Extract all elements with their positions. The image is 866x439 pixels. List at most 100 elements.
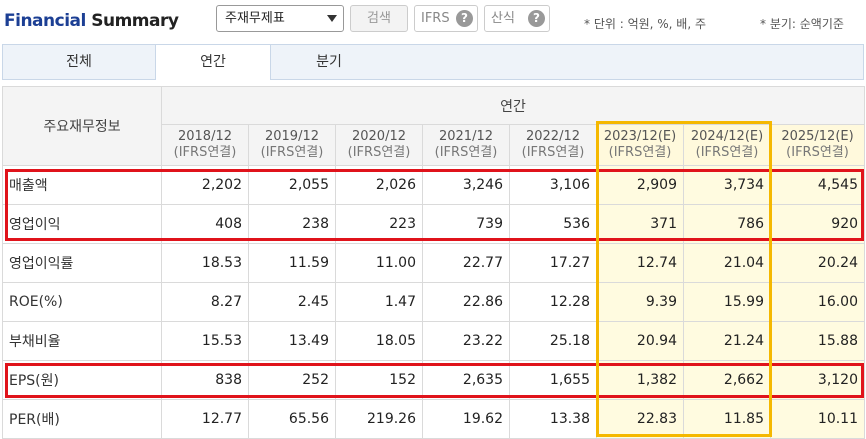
table-cell: 4,545 <box>769 165 866 205</box>
row-label: 영업이익률 <box>2 243 162 283</box>
table-cell: 19.62 <box>422 399 510 439</box>
table-cell: 2,202 <box>161 165 249 205</box>
column-basis: (IFRS연결) <box>786 145 849 160</box>
table-cell: 2,662 <box>683 360 771 400</box>
column-period: 2020/12 <box>351 129 406 144</box>
table-row: PER(배) 12.77 65.56 219.26 19.62 13.38 22.83 11.… <box>2 399 866 439</box>
column-header: 2019/12 (IFRS연결) <box>248 124 336 166</box>
table-cell: 1,382 <box>596 360 684 400</box>
column-period: 2022/12 <box>525 129 580 144</box>
column-basis: (IFRS연결) <box>608 145 672 160</box>
column-basis: (IFRS연결) <box>260 145 324 160</box>
table-cell: 12.77 <box>161 399 249 439</box>
quarter-basis-note: * 분기: 순액기준 <box>760 17 844 31</box>
column-basis: (IFRS연결) <box>521 145 585 160</box>
table-cell: 9.39 <box>596 282 684 322</box>
table-cell: 15.53 <box>161 321 249 361</box>
financial-summary-header: Financial Summary 주재무제표 검색 IFRS ? 산식 ? *… <box>0 0 866 44</box>
column-header: 2022/12 (IFRS연결) <box>509 124 597 166</box>
table-corner-header: 주요재무정보 <box>2 86 162 166</box>
table-cell: 2,026 <box>335 165 423 205</box>
table-row: 부채비율 15.53 13.49 18.05 23.22 25.18 20.94 21.24 1… <box>2 321 866 361</box>
column-header: 2018/12 (IFRS연결) <box>161 124 249 166</box>
table-cell: 20.24 <box>769 243 866 283</box>
table-cell: 12.74 <box>596 243 684 283</box>
tab-all[interactable]: 전체 <box>66 54 92 70</box>
table-cell: 2,055 <box>248 165 336 205</box>
column-header: 2024/12(E) (IFRS연결) <box>683 124 771 166</box>
table-cell: 15.99 <box>683 282 771 322</box>
column-period: 2021/12 <box>438 129 493 144</box>
table-cell: 536 <box>509 204 597 244</box>
table-cell: 223 <box>335 204 423 244</box>
ifrs-label: IFRS <box>421 11 450 26</box>
annual-group-header: 연간 <box>160 86 866 125</box>
question-icon: ? <box>456 10 473 27</box>
table-cell: 920 <box>769 204 866 244</box>
row-label: PER(배) <box>2 399 162 439</box>
ifrs-help-button[interactable]: IFRS ? <box>414 5 478 32</box>
table-cell: 408 <box>161 204 249 244</box>
column-header: 2020/12 (IFRS연결) <box>335 124 423 166</box>
statement-type-select-value: 주재무제표 <box>225 11 285 26</box>
row-label: ROE(%) <box>2 282 162 322</box>
table-row: ROE(%) 8.27 2.45 1.47 22.86 12.28 9.39 15.99 16.… <box>2 282 866 322</box>
question-icon: ? <box>528 10 545 27</box>
table-cell: 15.88 <box>769 321 866 361</box>
column-basis: (IFRS연결) <box>173 145 237 160</box>
table-cell: 22.83 <box>596 399 684 439</box>
statement-type-select[interactable]: 주재무제표 <box>216 5 344 32</box>
table-row: EPS(원) 838 252 152 2,635 1,655 1,382 2,662 3,120 <box>2 360 866 400</box>
column-basis: (IFRS연결) <box>434 145 498 160</box>
page-title-financial: Financial <box>4 11 86 31</box>
table-cell: 1,655 <box>509 360 597 400</box>
search-button[interactable]: 검색 <box>350 5 408 32</box>
row-label: 매출액 <box>2 165 162 205</box>
table-cell: 23.22 <box>422 321 510 361</box>
column-basis: (IFRS연결) <box>347 145 411 160</box>
table-cell: 252 <box>248 360 336 400</box>
table-cell: 8.27 <box>161 282 249 322</box>
table-cell: 25.18 <box>509 321 597 361</box>
table-cell: 11.00 <box>335 243 423 283</box>
column-period: 2019/12 <box>264 129 319 144</box>
table-cell: 3,246 <box>422 165 510 205</box>
table-cell: 2.45 <box>248 282 336 322</box>
table-cell: 65.56 <box>248 399 336 439</box>
table-cell: 838 <box>161 360 249 400</box>
unit-note: * 단위 : 억원, %, 배, 주 <box>584 17 707 31</box>
table-cell: 1.47 <box>335 282 423 322</box>
tab-annual[interactable]: 연간 <box>155 45 271 80</box>
table-cell: 238 <box>248 204 336 244</box>
column-header: 2025/12(E) (IFRS연결) <box>769 124 866 166</box>
table-cell: 219.26 <box>335 399 423 439</box>
table-cell: 11.59 <box>248 243 336 283</box>
column-header: 2021/12 (IFRS연결) <box>422 124 510 166</box>
table-cell: 2,635 <box>422 360 510 400</box>
column-basis: (IFRS연결) <box>695 145 759 160</box>
table-cell: 739 <box>422 204 510 244</box>
page-title-summary: Summary <box>91 11 179 31</box>
financial-table: 주요재무정보 연간 2018/12 (IFRS연결) 2019/12 (IFRS연결)… <box>2 86 866 439</box>
table-row: 영업이익 408 238 223 739 536 371 786 920 <box>2 204 866 244</box>
table-cell: 786 <box>683 204 771 244</box>
tab-quarter[interactable]: 분기 <box>316 54 342 70</box>
period-tabs: 전체 연간 분기 <box>2 44 864 80</box>
table-row: 매출액 2,202 2,055 2,026 3,246 3,106 2,909 3,734 4,… <box>2 165 866 205</box>
table-cell: 10.11 <box>769 399 866 439</box>
row-label: 부채비율 <box>2 321 162 361</box>
table-cell: 21.24 <box>683 321 771 361</box>
table-cell: 20.94 <box>596 321 684 361</box>
column-period: 2024/12(E) <box>690 129 764 144</box>
table-cell: 13.38 <box>509 399 597 439</box>
table-cell: 17.27 <box>509 243 597 283</box>
table-cell: 3,734 <box>683 165 771 205</box>
chevron-down-icon <box>327 15 337 22</box>
row-label: 영업이익 <box>2 204 162 244</box>
table-cell: 12.28 <box>509 282 597 322</box>
formula-help-button[interactable]: 산식 ? <box>484 5 550 32</box>
table-cell: 371 <box>596 204 684 244</box>
table-cell: 18.05 <box>335 321 423 361</box>
table-cell: 22.86 <box>422 282 510 322</box>
table-cell: 16.00 <box>769 282 866 322</box>
